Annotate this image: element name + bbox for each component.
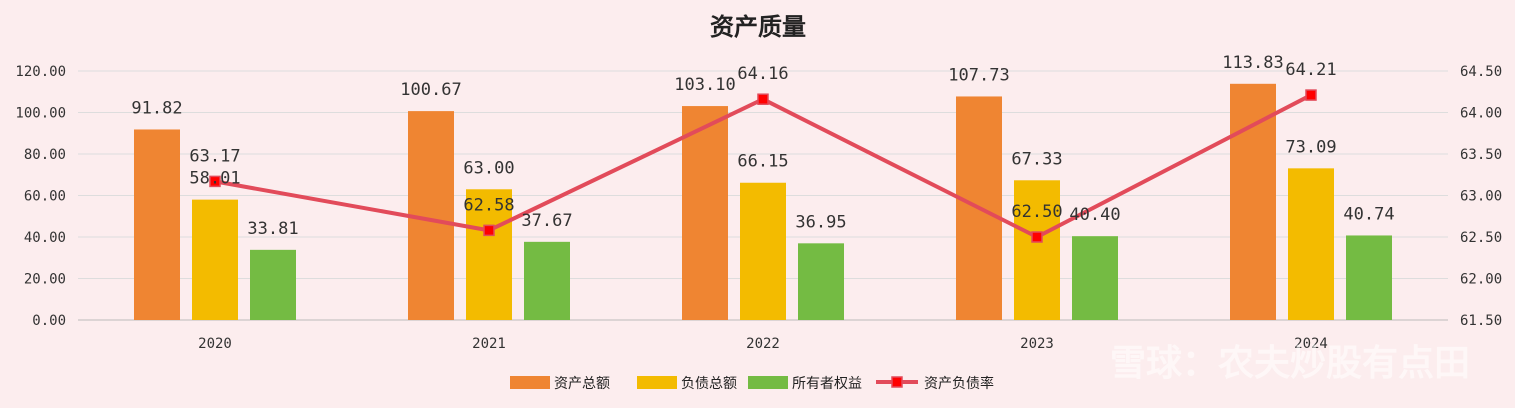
data-label: 63.00	[463, 158, 514, 178]
ratio-marker	[1031, 231, 1043, 243]
bar-series	[134, 83, 1392, 321]
left-axis-ticks: 0.00 20.00 40.00 60.00 80.00 100.00 120.00	[15, 64, 66, 329]
bar-资产总额	[134, 129, 180, 320]
data-label: 40.74	[1343, 204, 1394, 224]
right-axis-ticks: 61.50 62.00 62.50 63.00 63.50 64.00 64.50	[1460, 64, 1502, 329]
data-label: 113.83	[1222, 53, 1283, 73]
data-label: 100.67	[400, 80, 461, 100]
ratio-marker	[209, 175, 221, 188]
bar-负债总额	[1014, 180, 1060, 320]
bar-所有者权益	[798, 243, 844, 320]
data-label: 36.95	[795, 212, 846, 232]
bar-所有者权益	[1346, 235, 1392, 320]
legend-swatch	[510, 376, 550, 389]
legend-label: 负债总额	[681, 376, 737, 392]
ratio-data-label: 62.50	[1011, 202, 1062, 222]
bar-资产总额	[1230, 83, 1276, 320]
data-label: 40.40	[1069, 205, 1120, 225]
ratio-data-label: 64.21	[1285, 60, 1336, 80]
data-label: 103.10	[674, 75, 735, 95]
data-label: 91.82	[131, 98, 182, 118]
right-tick-label: 61.50	[1460, 313, 1502, 329]
ratio-marker	[757, 93, 769, 105]
ratio-data-label: 64.16	[737, 64, 788, 84]
right-tick-label: 64.00	[1460, 106, 1502, 122]
right-tick-label: 63.00	[1460, 189, 1502, 205]
right-tick-label: 62.50	[1460, 230, 1502, 246]
chart-title: 资产质量	[710, 12, 806, 41]
data-labels: 91.82 100.67 103.10 107.73 113.83 58.01 63.00 6…	[131, 53, 1394, 239]
right-tick-label: 64.50	[1460, 64, 1502, 80]
legend-label: 所有者权益	[792, 376, 862, 392]
right-tick-label: 63.50	[1460, 147, 1502, 163]
watermark: 雪球：农夫炒股有点田	[1110, 343, 1470, 384]
data-label: 66.15	[737, 152, 788, 172]
category-label: 2022	[746, 336, 780, 352]
left-tick-label: 40.00	[24, 230, 66, 246]
ratio-data-label: 63.17	[189, 146, 240, 166]
legend-swatch	[637, 376, 677, 389]
bar-负债总额	[466, 189, 512, 320]
legend: 资产总额 负债总额 所有者权益 资产负债率	[510, 375, 994, 392]
ratio-marker	[483, 224, 495, 237]
category-label: 2023	[1020, 336, 1054, 352]
left-tick-label: 0.00	[32, 313, 66, 329]
left-tick-label: 20.00	[24, 272, 66, 288]
category-label: 2021	[472, 336, 506, 352]
left-tick-label: 80.00	[24, 147, 66, 163]
bar-所有者权益	[250, 249, 296, 320]
data-label: 73.09	[1285, 137, 1336, 157]
data-label: 33.81	[247, 219, 298, 239]
data-label: 58.01	[189, 169, 240, 189]
data-label: 107.73	[948, 65, 1009, 85]
legend-label: 资产负债率	[924, 375, 994, 392]
ratio-line-series	[209, 89, 1317, 243]
left-tick-label: 120.00	[15, 64, 66, 80]
legend-swatch	[748, 376, 788, 389]
left-tick-label: 60.00	[24, 189, 66, 205]
bar-负债总额	[192, 199, 238, 320]
data-label: 67.33	[1011, 149, 1062, 169]
left-tick-label: 100.00	[15, 106, 66, 122]
legend-label: 资产总额	[554, 376, 610, 392]
category-labels: 2020 2021 2022 2023 2024	[198, 336, 1328, 352]
bar-负债总额	[1288, 168, 1334, 320]
bar-负债总额	[740, 182, 786, 320]
right-tick-label: 62.00	[1460, 272, 1502, 288]
ratio-marker	[1305, 89, 1317, 101]
bar-所有者权益	[524, 241, 570, 320]
legend-marker	[891, 376, 903, 388]
category-label: 2020	[198, 336, 232, 352]
data-label: 37.67	[521, 211, 572, 231]
bar-所有者权益	[1072, 236, 1118, 320]
ratio-data-label: 62.58	[463, 195, 514, 215]
bar-资产总额	[682, 106, 728, 320]
category-label: 2024	[1294, 336, 1328, 352]
